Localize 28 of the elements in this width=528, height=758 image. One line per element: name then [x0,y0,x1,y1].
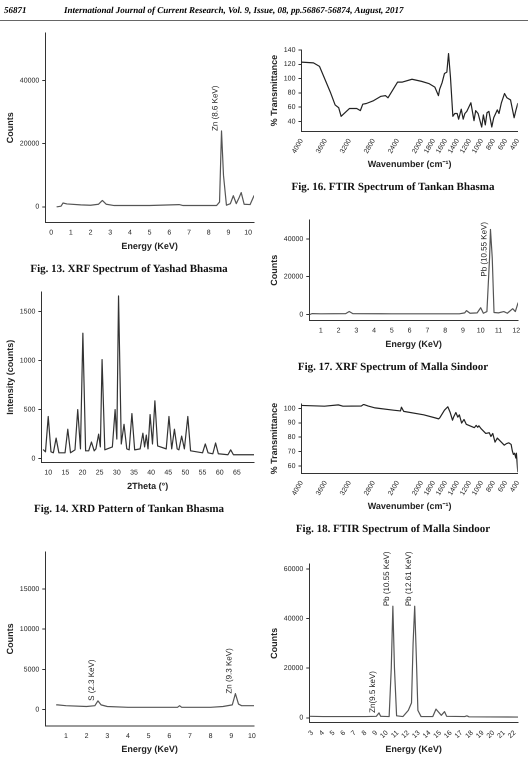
text: Fig. 16. FTIR Spectrum of Tankan Bhasma [292,181,495,194]
x-axis-title: Energy (KeV) [121,240,178,251]
text: Fig. 13. XRF Spectrum of Yashad Bhasma [30,263,228,276]
y-axis-title: % Transmittance [268,402,279,474]
x-axis-title: 2Theta (°) [127,480,168,491]
x-axis-title: Energy (KeV) [121,744,178,754]
annotation: Zn(9.5 keV) [368,670,378,713]
text: Fig. 14. XRD Pattern of Tankan Bhasma [34,503,225,516]
annotation: Pb (12.61 KeV) [404,551,413,606]
y-axis-title: Counts [4,112,15,144]
x-axis-title: Wavenumber (cm⁻¹) [368,500,452,511]
annotation: Pb (10.55 KeV) [480,222,489,277]
annotation: Pb (10.55 KeV) [382,551,392,606]
text: Fig. 18. FTIR Spectrum of Malla Sindoor [296,523,490,536]
text: 56871 [4,5,28,15]
y-axis-title: Counts [268,628,279,659]
x-axis-title: Wavenumber (cm⁻¹) [368,158,452,169]
x-axis-title: Energy (KeV) [385,338,442,349]
x-axis-title: Energy (KeV) [385,744,442,754]
annotation: Zn (9.3 KeV) [224,648,234,694]
annotation: Zn (8.6 KeV) [210,85,220,131]
text: Fig. 17. XRF Spectrum of Malla Sindoor [298,361,488,374]
y-axis-title: % Transmittance [268,54,279,126]
y-axis-title: Counts [268,254,279,286]
text: International Journal of Current Research, Vol. 9, Issue, 08, pp.56867-56874, August, 2017 [64,5,404,15]
annotation: S (2.3 KeV) [87,659,96,701]
y-axis-title: Counts [4,623,15,654]
y-axis-title: Intensity (counts) [4,340,15,415]
